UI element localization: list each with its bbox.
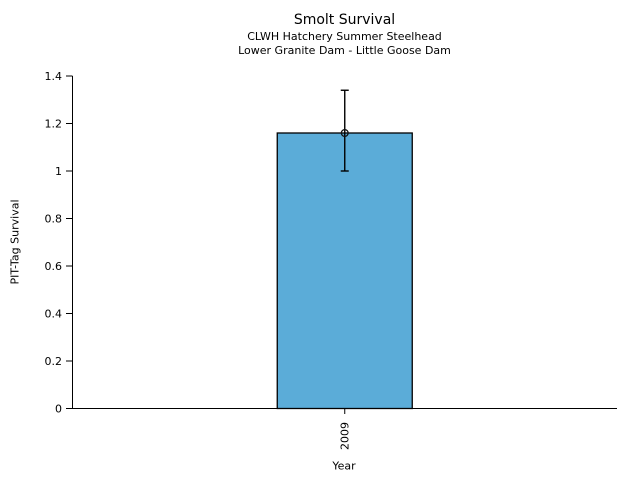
chart-title: Smolt Survival [293, 12, 396, 28]
bar-2009 [276, 132, 413, 410]
x-tick-label: 2009 [339, 422, 352, 450]
chart-subtitle-line1: CLWH Hatchery Summer Steelhead [247, 30, 442, 43]
chart-subtitle-line2: Lower Granite Dam - Little Goose Dam [238, 44, 451, 57]
x-axis-label: Year [332, 459, 356, 473]
y-tick-label: 0.2 [45, 355, 63, 368]
y-tick-label: 1.2 [45, 117, 63, 130]
y-tick-label: 1 [55, 165, 62, 178]
y-tick-label: 0.6 [45, 260, 63, 273]
chart-header: Smolt Survival CLWH Hatchery Summer Stee… [72, 11, 617, 58]
y-tick-label: 1.4 [45, 70, 63, 83]
point-marker-circle [340, 128, 349, 138]
y-tick-label: 0.4 [45, 307, 63, 320]
y-tick-label: 0.8 [45, 212, 63, 225]
y-tick-label: 0 [55, 402, 62, 415]
